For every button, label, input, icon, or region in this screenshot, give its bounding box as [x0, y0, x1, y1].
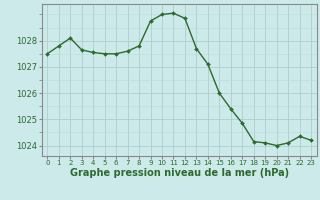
X-axis label: Graphe pression niveau de la mer (hPa): Graphe pression niveau de la mer (hPa) [70, 168, 289, 178]
